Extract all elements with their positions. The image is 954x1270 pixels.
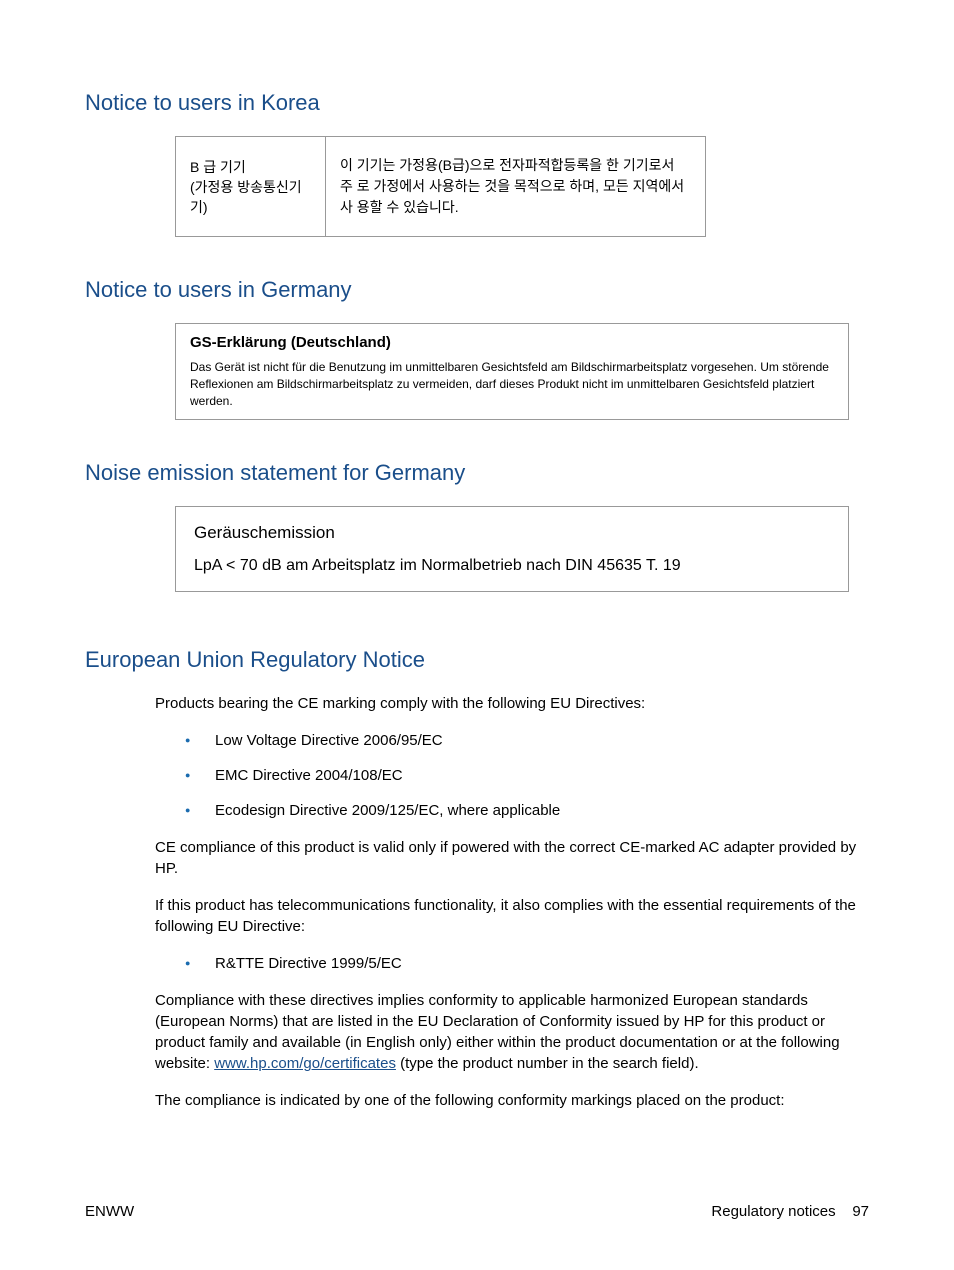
heading-korea: Notice to users in Korea [85, 90, 869, 116]
korea-table: B 급 기기 (가정용 방송통신기기) 이 기기는 가정용(B급)으로 전자파적… [175, 136, 706, 237]
eu-intro: Products bearing the CE marking comply w… [155, 693, 869, 714]
korea-left-line1: B 급 기기 [190, 157, 311, 177]
korea-cell-left: B 급 기기 (가정용 방송통신기기) [176, 137, 326, 237]
korea-cell-right: 이 기기는 가정용(B급)으로 전자파적합등록을 한 기기로서 주 로 가정에서… [326, 137, 706, 237]
noise-box-text: LpA < 70 dB am Arbeitsplatz im Normalbet… [194, 557, 830, 575]
list-item: R&TTE Directive 1999/5/EC [155, 953, 869, 974]
heading-eu: European Union Regulatory Notice [85, 647, 869, 673]
eu-p4-after: (type the product number in the search f… [396, 1055, 699, 1072]
korea-left-line2: (가정용 방송통신기기) [190, 177, 311, 217]
footer-right: Regulatory notices 97 [711, 1203, 869, 1220]
eu-p4: Compliance with these directives implies… [155, 990, 869, 1074]
page-footer: ENWW Regulatory notices 97 [85, 1203, 869, 1220]
footer-left: ENWW [85, 1203, 134, 1220]
list-item: EMC Directive 2004/108/EC [155, 765, 869, 786]
certificates-link[interactable]: www.hp.com/go/certificates [214, 1055, 396, 1072]
heading-germany: Notice to users in Germany [85, 277, 869, 303]
eu-bullets-1: Low Voltage Directive 2006/95/EC EMC Dir… [155, 730, 869, 821]
heading-noise: Noise emission statement for Germany [85, 460, 869, 486]
eu-p2: CE compliance of this product is valid o… [155, 837, 869, 879]
noise-box: Geräuschemission LpA < 70 dB am Arbeitsp… [175, 506, 849, 592]
germany-box-text: Das Gerät ist nicht für die Benutzung im… [190, 359, 834, 409]
eu-bullets-2: R&TTE Directive 1999/5/EC [155, 953, 869, 974]
page-number: 97 [852, 1203, 869, 1220]
eu-p3: If this product has telecommunications f… [155, 895, 869, 937]
footer-section-label: Regulatory notices [711, 1203, 835, 1220]
noise-box-title: Geräuschemission [194, 523, 830, 543]
list-item: Low Voltage Directive 2006/95/EC [155, 730, 869, 751]
germany-box: GS-Erklärung (Deutschland) Das Gerät ist… [175, 323, 849, 420]
eu-p5: The compliance is indicated by one of th… [155, 1090, 869, 1111]
list-item: Ecodesign Directive 2009/125/EC, where a… [155, 800, 869, 821]
germany-box-title: GS-Erklärung (Deutschland) [190, 334, 834, 351]
